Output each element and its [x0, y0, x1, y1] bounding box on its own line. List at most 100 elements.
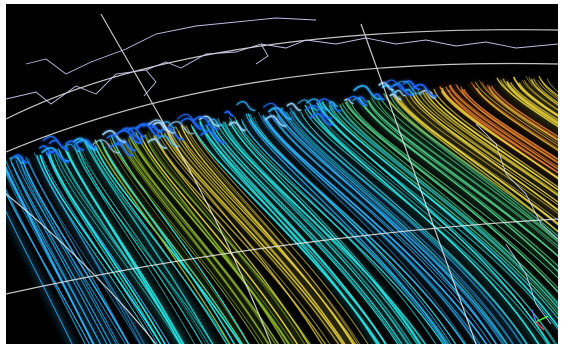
axis-triad-icon — [531, 309, 549, 331]
streamline — [276, 114, 508, 344]
streamline — [417, 90, 558, 203]
streamline — [280, 107, 505, 344]
streamline — [185, 125, 359, 344]
streamline — [344, 101, 558, 294]
vortex — [352, 85, 382, 100]
streamline — [272, 114, 497, 344]
streamline — [350, 101, 558, 279]
streamline — [191, 126, 381, 344]
vortex — [228, 121, 246, 132]
vortex — [176, 113, 205, 128]
streamline — [249, 119, 466, 344]
vortex — [389, 83, 414, 97]
streamline-visualization — [6, 4, 558, 344]
streamline — [430, 91, 558, 191]
vortex — [162, 121, 176, 129]
streamline — [45, 151, 170, 344]
streamline — [390, 96, 558, 237]
vortex — [115, 129, 143, 145]
streamline — [135, 131, 287, 344]
streamline — [229, 121, 421, 344]
streamline — [385, 94, 558, 233]
vortex — [304, 105, 333, 119]
streamline — [6, 191, 91, 344]
streamline — [6, 167, 95, 344]
streamline — [40, 154, 158, 344]
streamline — [463, 88, 558, 161]
streamline — [119, 138, 270, 344]
vortex — [45, 150, 70, 163]
vortex — [264, 115, 287, 127]
streamline — [205, 124, 387, 344]
streamline — [397, 96, 558, 221]
vortex — [383, 79, 408, 92]
streamline — [94, 139, 231, 344]
streamline — [500, 79, 558, 128]
vortex — [75, 139, 98, 152]
vortex — [404, 88, 415, 95]
longitude-line — [6, 193, 157, 344]
streamline — [310, 106, 539, 344]
vortex — [148, 119, 176, 134]
vortex-cluster — [10, 79, 437, 164]
streamline — [332, 102, 558, 309]
streamline — [411, 92, 558, 212]
streamline — [506, 82, 558, 126]
streamline — [245, 113, 447, 344]
streamline — [253, 116, 466, 344]
vortex — [12, 154, 29, 164]
vortex — [200, 130, 226, 144]
vortex — [309, 113, 334, 126]
streamline — [429, 90, 558, 191]
streamline — [273, 108, 498, 344]
streamline — [377, 100, 558, 247]
vortex — [48, 139, 68, 151]
streamline — [381, 99, 558, 242]
streamline — [448, 85, 558, 170]
streamline — [523, 80, 558, 111]
streamline — [48, 153, 166, 344]
streamline — [479, 80, 558, 144]
streamline — [215, 120, 410, 344]
streamline — [341, 102, 558, 306]
vortex — [64, 140, 85, 151]
streamline — [506, 80, 558, 124]
streamline — [398, 97, 558, 226]
streamline — [509, 82, 558, 121]
vortex — [106, 134, 125, 145]
streamline — [392, 94, 558, 233]
streamline — [110, 135, 250, 344]
streamline — [249, 113, 452, 344]
longitude-line — [360, 23, 477, 344]
streamline — [516, 82, 558, 118]
streamline — [145, 133, 305, 344]
streamline — [422, 91, 558, 197]
streamline — [172, 128, 345, 344]
streamline — [165, 128, 344, 344]
vortex — [92, 139, 121, 154]
streamline — [25, 156, 130, 344]
streamline — [358, 96, 558, 273]
streamline — [339, 103, 558, 310]
streamline — [153, 135, 309, 344]
streamline — [36, 154, 155, 344]
streamline — [46, 153, 162, 344]
streamline — [345, 99, 558, 290]
vortex — [297, 99, 319, 111]
streamline — [163, 132, 340, 344]
streamline — [269, 113, 492, 344]
streamline — [329, 104, 558, 316]
vortex — [64, 143, 81, 153]
streamline — [284, 111, 514, 344]
streamline — [475, 81, 558, 146]
streamline — [73, 144, 195, 344]
vortex — [372, 93, 385, 101]
streamline — [233, 116, 437, 344]
vortex — [142, 122, 163, 134]
streamline — [184, 126, 361, 344]
vortex — [119, 127, 143, 140]
streamline — [190, 123, 369, 344]
streamline — [368, 101, 558, 258]
streamline — [328, 104, 558, 320]
visualization-canvas — [6, 4, 558, 344]
